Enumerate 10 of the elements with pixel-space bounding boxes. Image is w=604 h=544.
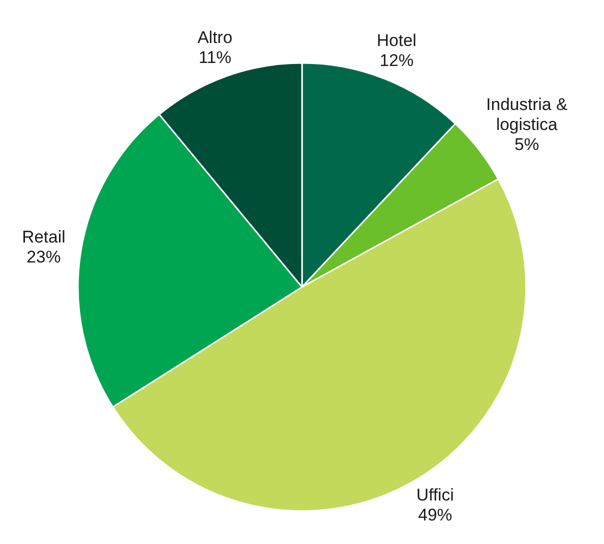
slice-label: Retail xyxy=(22,227,66,246)
slice-label: Altro xyxy=(197,28,232,48)
data-label: 23% xyxy=(26,247,61,266)
data-label: 49% xyxy=(418,506,452,525)
slice-label: Industria & logistica xyxy=(486,95,568,134)
slice-label: Hotel xyxy=(376,30,416,50)
slice-label: Uffici xyxy=(416,486,454,505)
data-label: 12% xyxy=(380,50,414,70)
data-label: 11% xyxy=(198,48,232,68)
data-label: 5% xyxy=(514,135,540,154)
